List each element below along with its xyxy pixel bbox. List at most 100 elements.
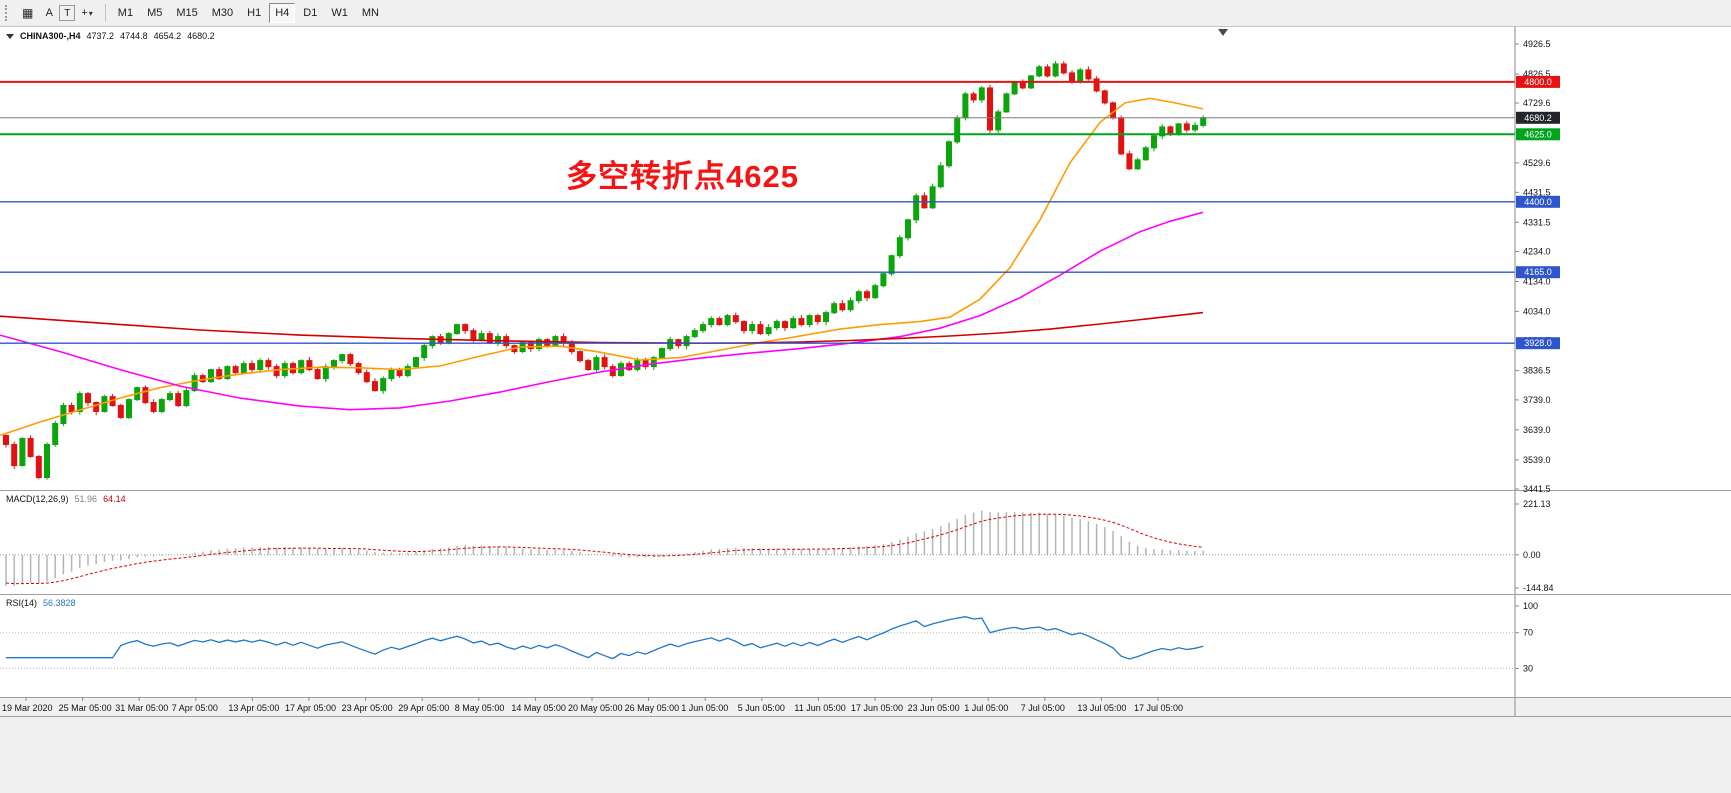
x-axis-label: 13 Jul 05:00 bbox=[1077, 703, 1126, 713]
y-axis-label: 4034.0 bbox=[1523, 306, 1551, 316]
x-axis-label: 14 May 05:00 bbox=[511, 703, 566, 713]
svg-text:4680.2: 4680.2 bbox=[1524, 113, 1552, 123]
timeframe-m15-button[interactable]: M15 bbox=[176, 7, 198, 19]
rsi-value: 56.3828 bbox=[43, 598, 76, 608]
y-axis-label: 3739.0 bbox=[1523, 395, 1551, 405]
x-axis-label: 1 Jul 05:00 bbox=[964, 703, 1008, 713]
y-axis-label: 4529.6 bbox=[1523, 158, 1551, 168]
chart-window: 4926.54826.54729.64631.54529.64431.54331… bbox=[0, 27, 1731, 717]
timeframe-h4-button[interactable]: H4 bbox=[269, 3, 296, 23]
x-axis-label: 26 May 05:00 bbox=[625, 703, 680, 713]
indicator-axis-label: 0.00 bbox=[1523, 550, 1541, 560]
x-axis-label: 13 Apr 05:00 bbox=[228, 703, 279, 713]
rsi-name: RSI(14) bbox=[6, 598, 38, 608]
macd-signal-line bbox=[5, 513, 1204, 585]
x-axis-labels: 19 Mar 2020 25 Mar 05:00 31 Mar 05:00 7 Apr… bbox=[2, 697, 1183, 713]
svg-text:4625.0: 4625.0 bbox=[1524, 129, 1552, 139]
chart-plot-area[interactable] bbox=[0, 27, 1731, 490]
svg-text:3928.0: 3928.0 bbox=[1524, 338, 1552, 348]
svg-text:4400.0: 4400.0 bbox=[1524, 197, 1552, 207]
x-axis-label: 19 Mar 2020 bbox=[2, 703, 53, 713]
indicator-axis-label: 30 bbox=[1523, 663, 1533, 673]
arrow-tool-button[interactable]: A bbox=[45, 7, 54, 19]
symbol-dropdown-icon[interactable] bbox=[6, 33, 14, 39]
rsi-line bbox=[6, 616, 1204, 660]
timeframe-m1-button[interactable]: M1 bbox=[117, 7, 134, 19]
ma-fast-line bbox=[0, 97, 1204, 437]
indicator-axis-label: 221.13 bbox=[1523, 499, 1551, 509]
timeframe-toolbar: M1 M5 M15 M30 H1 H4 D1 W1 MN bbox=[112, 3, 385, 23]
chart-canvas: 4926.54826.54729.64631.54529.64431.54331… bbox=[0, 27, 1731, 717]
y-axis-label: 4134.0 bbox=[1523, 277, 1551, 287]
macd-histogram bbox=[5, 510, 1204, 586]
text-tool-button[interactable]: T bbox=[59, 5, 76, 21]
y-axis-label: 4729.6 bbox=[1523, 98, 1551, 108]
timeframe-w1-button[interactable]: W1 bbox=[331, 7, 348, 19]
macd-signal-value: 64.14 bbox=[103, 494, 126, 504]
x-axis-label: 8 May 05:00 bbox=[455, 703, 505, 713]
price-tag-4625.0: 4625.0 bbox=[1516, 128, 1560, 141]
y-axis-label: 4431.5 bbox=[1523, 187, 1551, 197]
timeframe-m30-button[interactable]: M30 bbox=[211, 7, 234, 19]
price-tag-4165.0: 4165.0 bbox=[1516, 266, 1560, 279]
y-axis-label: 3441.5 bbox=[1523, 484, 1551, 494]
x-axis-label: 23 Apr 05:00 bbox=[342, 703, 393, 713]
y-axis-label: 3836.5 bbox=[1523, 366, 1551, 376]
ohlc-close: 4680.2 bbox=[187, 31, 215, 41]
timeframe-mn-button[interactable]: MN bbox=[361, 7, 379, 19]
y-axis-label: 4826.5 bbox=[1523, 69, 1551, 79]
x-axis-label: 5 Jun 05:00 bbox=[738, 703, 785, 713]
symbol-title: CHINA300-,H4 bbox=[20, 31, 81, 41]
toolbar-grip[interactable] bbox=[5, 5, 11, 21]
x-axis-label: 29 Apr 05:00 bbox=[398, 703, 449, 713]
x-axis-label: 17 Apr 05:00 bbox=[285, 703, 336, 713]
price-tag-4800.0: 4800.0 bbox=[1516, 75, 1560, 88]
toolbar-separator bbox=[104, 4, 106, 22]
y-axis-label: 3639.0 bbox=[1523, 425, 1551, 435]
y-axis-label: 3539.0 bbox=[1523, 455, 1551, 465]
svg-text:4165.0: 4165.0 bbox=[1524, 267, 1552, 277]
toolbar: ▦ A T + ▾ M1 M5 M15 M30 H1 H4 D1 W1 MN bbox=[0, 0, 1731, 27]
indicator-axis-label: 100 bbox=[1523, 601, 1538, 611]
indicator-axis-labels: 221.13 0.00 -144.84 100 70 30 bbox=[1515, 499, 1554, 673]
svg-text:4800.0: 4800.0 bbox=[1524, 77, 1552, 87]
x-axis-label: 1 Jun 05:00 bbox=[681, 703, 728, 713]
timeframe-m5-button[interactable]: M5 bbox=[147, 7, 163, 19]
x-axis-label: 25 Mar 05:00 bbox=[59, 703, 112, 713]
x-axis-label: 7 Apr 05:00 bbox=[172, 703, 218, 713]
x-axis-label: 7 Jul 05:00 bbox=[1021, 703, 1065, 713]
annotation-text[interactable]: 多空转折点4625 bbox=[566, 159, 799, 194]
ma-slow-line bbox=[0, 311, 1204, 345]
crosshair-icon: + bbox=[81, 7, 88, 19]
x-axis-label: 20 May 05:00 bbox=[568, 703, 623, 713]
y-axis-label: 4926.5 bbox=[1523, 39, 1551, 49]
timeframe-d1-button[interactable]: D1 bbox=[303, 7, 318, 19]
ma-medium-line bbox=[0, 211, 1204, 411]
ohlc-open: 4737.2 bbox=[86, 31, 115, 41]
time-axis[interactable] bbox=[0, 697, 1731, 717]
x-axis-label: 17 Jul 05:00 bbox=[1134, 703, 1183, 713]
rsi-indicator-label: RSI(14) 56.3828 bbox=[6, 598, 76, 608]
y-axis-label: 4331.5 bbox=[1523, 217, 1551, 227]
chevron-down-icon: ▾ bbox=[88, 8, 93, 18]
ohlc-low: 4654.2 bbox=[153, 31, 182, 41]
y-axis-label: 4234.0 bbox=[1523, 247, 1551, 257]
x-axis-label: 31 Mar 05:00 bbox=[115, 703, 168, 713]
chart-shift-marker[interactable] bbox=[1218, 29, 1228, 36]
symbol-info-line: CHINA300-,H4 4737.2 4744.8 4654.2 4680.2 bbox=[6, 31, 215, 41]
current-price-tag: 4680.2 bbox=[1516, 111, 1560, 124]
crosshair-tool-button[interactable]: + ▾ bbox=[75, 3, 98, 23]
price-tag-4400.0: 4400.0 bbox=[1516, 195, 1560, 208]
x-axis-label: 11 Jun 05:00 bbox=[794, 703, 845, 713]
ohlc-high: 4744.8 bbox=[120, 31, 148, 41]
indicator-axis-label: -144.84 bbox=[1523, 583, 1554, 593]
macd-indicator-label: MACD(12,26,9) 51.96 64.14 bbox=[6, 494, 126, 504]
x-axis-label: 23 Jun 05:00 bbox=[908, 703, 960, 713]
indicator-axis-label: 70 bbox=[1523, 628, 1533, 638]
macd-main-value: 51.96 bbox=[74, 494, 98, 504]
macd-name: MACD(12,26,9) bbox=[6, 494, 69, 504]
timeframe-h1-button[interactable]: H1 bbox=[247, 7, 262, 19]
chart-grid-icon[interactable]: ▦ bbox=[22, 6, 34, 20]
price-tag-3928.0: 3928.0 bbox=[1516, 337, 1560, 350]
x-axis-label: 17 Jun 05:00 bbox=[851, 703, 903, 713]
